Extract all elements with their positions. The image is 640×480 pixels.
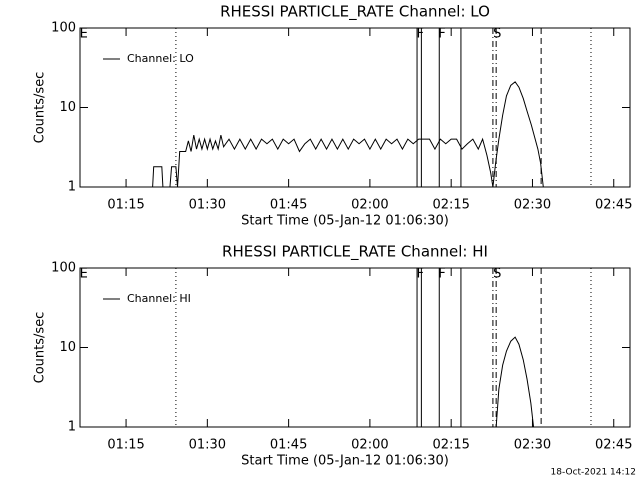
chart-title: RHESSI PARTICLE_RATE Channel: LO (220, 3, 490, 22)
annotation: F (438, 267, 445, 282)
x-tick-label: 02:30 (514, 438, 551, 453)
x-tick-label: 02:00 (351, 198, 388, 213)
x-tick-label: 01:45 (270, 438, 307, 453)
y-tick-label: 1 (68, 180, 76, 195)
annotation: E (80, 27, 88, 42)
y-axis-label: Counts/sec (33, 312, 48, 384)
x-tick-label: 02:15 (432, 198, 469, 213)
series-line (152, 81, 544, 187)
x-tick-label: 02:45 (595, 198, 632, 213)
x-tick-label: 02:15 (432, 438, 469, 453)
chart-title: RHESSI PARTICLE_RATE Channel: HI (222, 243, 488, 262)
x-tick-label: 01:30 (189, 198, 226, 213)
series-line (495, 336, 535, 427)
footer: 18-Oct-2021 14:12 (551, 468, 636, 478)
y-tick-label: 100 (51, 261, 76, 276)
y-tick-label: 100 (51, 21, 76, 36)
annotation: S (493, 27, 501, 42)
x-axis-label: Start Time (05-Jan-12 01:06:30) (241, 454, 449, 469)
y-tick-label: 10 (59, 100, 76, 115)
x-tick-label: 01:30 (189, 438, 226, 453)
x-tick-label: 01:15 (107, 198, 144, 213)
y-axis-label: Counts/sec (33, 72, 48, 144)
annotation: E (80, 267, 88, 282)
x-axis-label: Start Time (05-Jan-12 01:06:30) (241, 214, 449, 229)
x-tick-label: 01:15 (107, 438, 144, 453)
annotation: S (493, 267, 501, 282)
y-tick-label: 1 (68, 420, 76, 435)
x-tick-label: 01:45 (270, 198, 307, 213)
annotation: F (417, 27, 424, 42)
x-tick-label: 02:00 (351, 438, 388, 453)
y-tick-label: 10 (59, 340, 76, 355)
annotation: F (438, 27, 445, 42)
legend-label: Channel: LO (127, 52, 194, 65)
annotation: F (417, 267, 424, 282)
x-tick-label: 02:45 (595, 438, 632, 453)
legend-label: Channel: HI (127, 292, 191, 305)
x-tick-label: 02:30 (514, 198, 551, 213)
